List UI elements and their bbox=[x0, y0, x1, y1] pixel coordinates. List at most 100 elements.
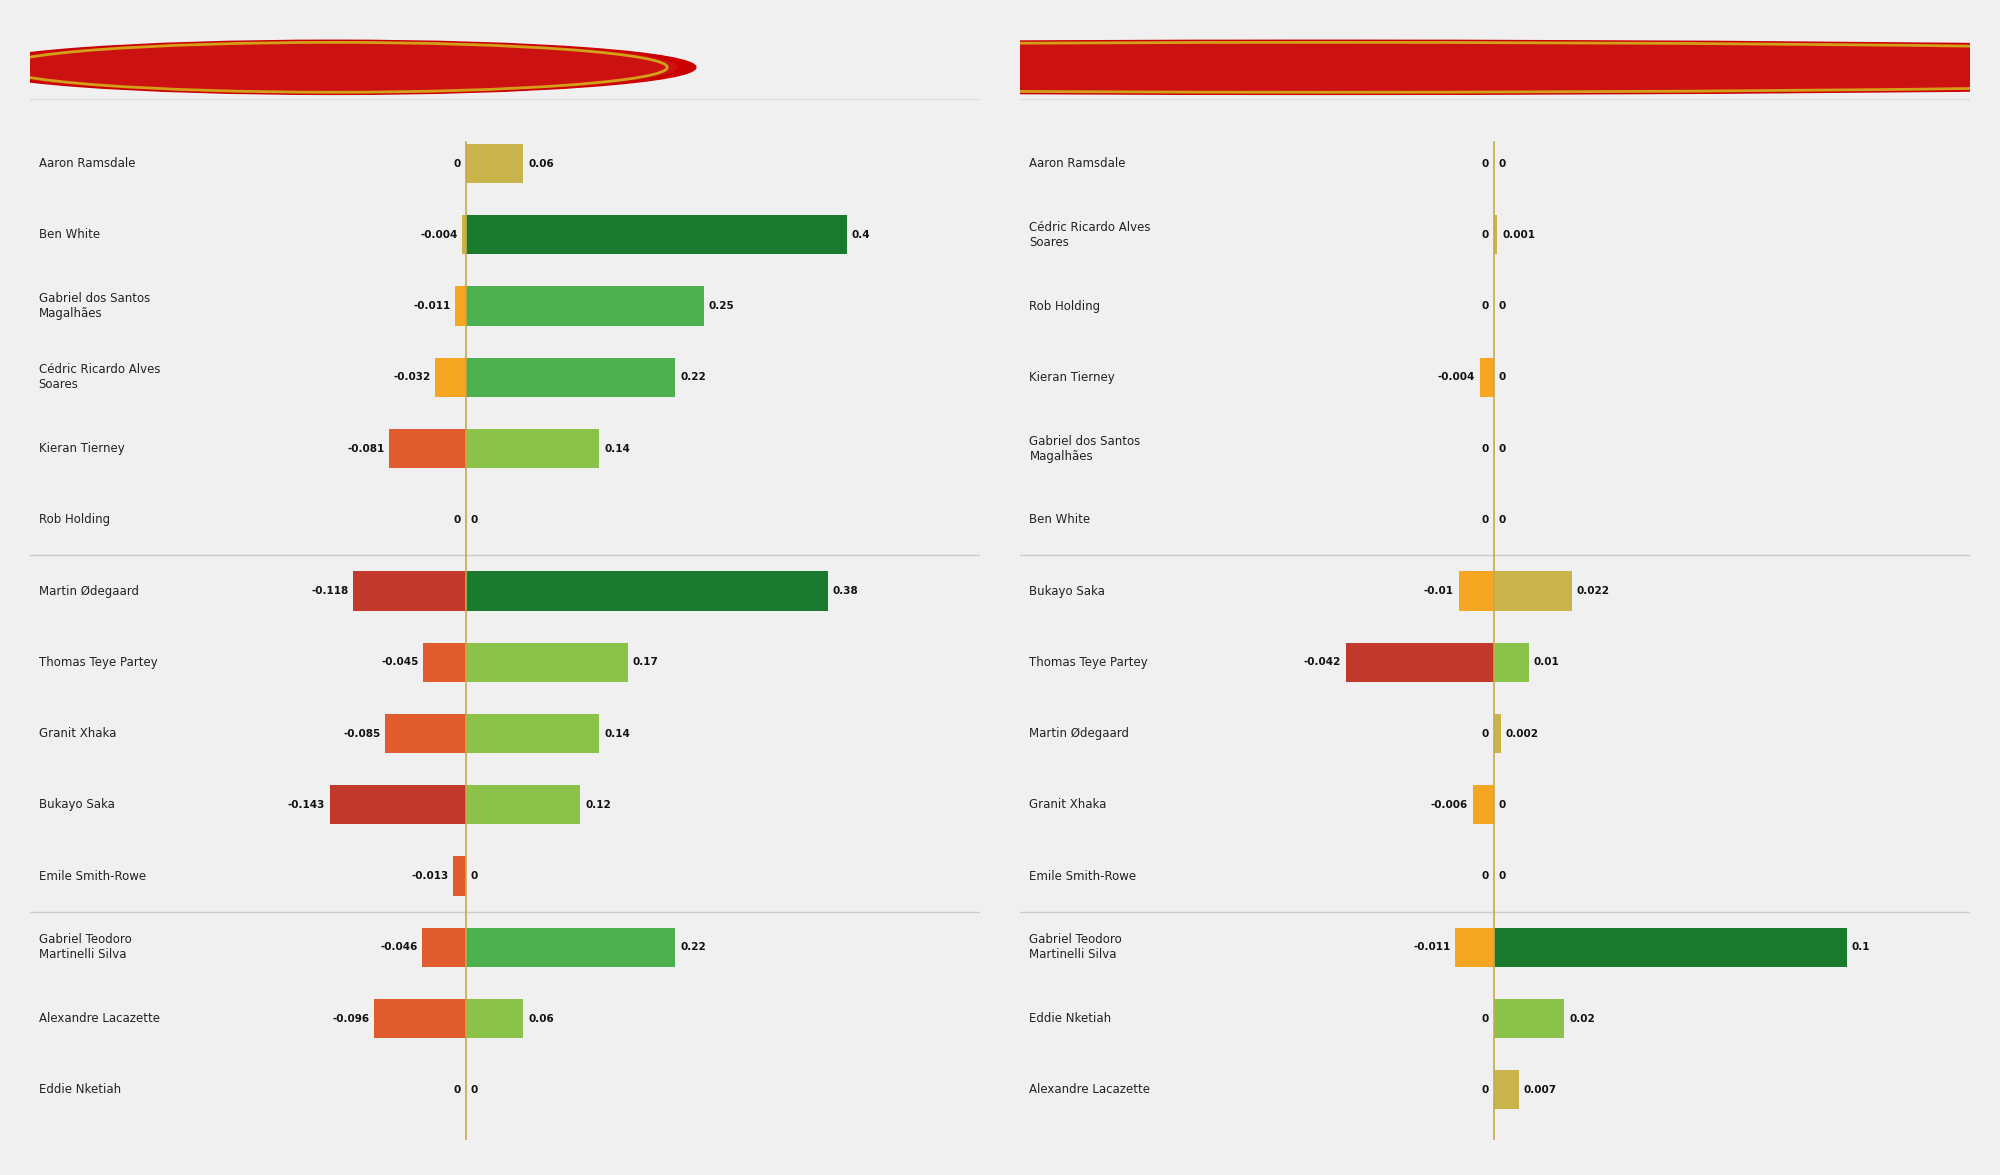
Bar bbox=[454, 857, 466, 895]
Text: 0: 0 bbox=[1482, 443, 1490, 454]
Text: 0.1: 0.1 bbox=[1852, 942, 1870, 953]
Text: 0.001: 0.001 bbox=[1502, 230, 1536, 240]
Text: 0: 0 bbox=[1498, 800, 1506, 810]
Bar bbox=[1494, 571, 1572, 611]
Text: -0.046: -0.046 bbox=[380, 942, 418, 953]
Text: 0: 0 bbox=[1498, 443, 1506, 454]
Text: 0: 0 bbox=[1498, 301, 1506, 311]
Bar bbox=[466, 999, 522, 1039]
Text: 0.06: 0.06 bbox=[528, 1014, 554, 1023]
Text: Martin Ødegaard: Martin Ødegaard bbox=[38, 585, 138, 598]
Text: 0: 0 bbox=[1482, 871, 1490, 881]
Text: -0.085: -0.085 bbox=[344, 728, 380, 739]
Bar bbox=[436, 357, 466, 397]
Text: 0.22: 0.22 bbox=[680, 372, 706, 382]
Text: Alexandre Lacazette: Alexandre Lacazette bbox=[1030, 1083, 1150, 1096]
Circle shape bbox=[54, 41, 2000, 93]
Bar bbox=[1480, 357, 1494, 397]
Text: 0.002: 0.002 bbox=[1506, 728, 1538, 739]
Bar bbox=[466, 215, 846, 254]
Text: 0.12: 0.12 bbox=[586, 800, 610, 810]
Bar bbox=[466, 785, 580, 825]
Text: xT from Passes: xT from Passes bbox=[38, 58, 228, 78]
Bar bbox=[1494, 215, 1498, 254]
Bar bbox=[466, 928, 676, 967]
Text: 0: 0 bbox=[1482, 301, 1490, 311]
Text: Eddie Nketiah: Eddie Nketiah bbox=[38, 1083, 120, 1096]
Text: 0.38: 0.38 bbox=[832, 586, 858, 596]
Text: -0.143: -0.143 bbox=[288, 800, 326, 810]
Text: 0.01: 0.01 bbox=[1534, 657, 1560, 667]
Text: Kieran Tierney: Kieran Tierney bbox=[38, 442, 124, 455]
Text: 0: 0 bbox=[454, 159, 460, 168]
Bar bbox=[422, 643, 466, 681]
Text: Cédric Ricardo Alves
Soares: Cédric Ricardo Alves Soares bbox=[1030, 221, 1150, 249]
Text: Eddie Nketiah: Eddie Nketiah bbox=[1030, 1012, 1112, 1025]
Text: 0: 0 bbox=[1482, 1014, 1490, 1023]
Text: -0.032: -0.032 bbox=[394, 372, 430, 382]
Bar bbox=[466, 429, 600, 468]
Text: -0.004: -0.004 bbox=[1438, 372, 1476, 382]
Text: Rob Holding: Rob Holding bbox=[1030, 300, 1100, 313]
Text: 0.02: 0.02 bbox=[1570, 1014, 1594, 1023]
Text: Thomas Teye Partey: Thomas Teye Partey bbox=[38, 656, 158, 669]
Text: 0.22: 0.22 bbox=[680, 942, 706, 953]
Text: -0.096: -0.096 bbox=[332, 1014, 370, 1023]
Bar bbox=[388, 429, 466, 468]
Text: -0.006: -0.006 bbox=[1430, 800, 1468, 810]
Bar bbox=[466, 571, 828, 611]
Text: 0: 0 bbox=[1482, 230, 1490, 240]
Text: xT from Dribbles: xT from Dribbles bbox=[1030, 58, 1238, 78]
Bar bbox=[1456, 928, 1494, 967]
Text: 0: 0 bbox=[454, 1085, 460, 1095]
Text: -0.011: -0.011 bbox=[1414, 942, 1450, 953]
Text: 0.022: 0.022 bbox=[1576, 586, 1610, 596]
Text: 0.007: 0.007 bbox=[1524, 1085, 1556, 1095]
Bar bbox=[1494, 643, 1530, 681]
Text: -0.013: -0.013 bbox=[412, 871, 450, 881]
Text: Aaron Ramsdale: Aaron Ramsdale bbox=[1030, 157, 1126, 170]
Circle shape bbox=[0, 40, 2000, 94]
Text: Alexandre Lacazette: Alexandre Lacazette bbox=[38, 1012, 160, 1025]
Bar bbox=[1458, 571, 1494, 611]
Bar bbox=[462, 215, 466, 254]
Bar bbox=[354, 571, 466, 611]
Text: 0: 0 bbox=[1498, 159, 1506, 168]
Text: 0: 0 bbox=[1482, 728, 1490, 739]
Text: Cédric Ricardo Alves
Soares: Cédric Ricardo Alves Soares bbox=[38, 363, 160, 391]
Text: Rob Holding: Rob Holding bbox=[38, 513, 110, 526]
Text: Gabriel dos Santos
Magalhães: Gabriel dos Santos Magalhães bbox=[38, 293, 150, 320]
Text: 0: 0 bbox=[1498, 515, 1506, 525]
Text: 0: 0 bbox=[454, 515, 460, 525]
Bar bbox=[422, 928, 466, 967]
Bar bbox=[1494, 714, 1500, 753]
Bar bbox=[374, 999, 466, 1039]
Text: 0: 0 bbox=[1498, 372, 1506, 382]
Text: 0: 0 bbox=[470, 1085, 478, 1095]
Text: Emile Smith-Rowe: Emile Smith-Rowe bbox=[38, 870, 146, 882]
Bar bbox=[456, 287, 466, 325]
Bar bbox=[384, 714, 466, 753]
Text: -0.042: -0.042 bbox=[1304, 657, 1342, 667]
Text: Kieran Tierney: Kieran Tierney bbox=[1030, 371, 1116, 384]
Text: Ben White: Ben White bbox=[38, 228, 100, 241]
Text: Thomas Teye Partey: Thomas Teye Partey bbox=[1030, 656, 1148, 669]
Bar bbox=[466, 714, 600, 753]
Text: -0.045: -0.045 bbox=[382, 657, 418, 667]
Text: Gabriel dos Santos
Magalhães: Gabriel dos Santos Magalhães bbox=[1030, 435, 1140, 463]
Text: Gabriel Teodoro
Martinelli Silva: Gabriel Teodoro Martinelli Silva bbox=[38, 933, 132, 961]
Bar bbox=[1472, 785, 1494, 825]
Text: 0.14: 0.14 bbox=[604, 728, 630, 739]
Text: Gabriel Teodoro
Martinelli Silva: Gabriel Teodoro Martinelli Silva bbox=[1030, 933, 1122, 961]
Bar bbox=[466, 643, 628, 681]
Text: 0.4: 0.4 bbox=[852, 230, 870, 240]
Text: 0: 0 bbox=[470, 515, 478, 525]
Text: -0.118: -0.118 bbox=[312, 586, 350, 596]
Bar bbox=[1494, 1070, 1518, 1109]
Bar bbox=[466, 143, 522, 183]
Text: 0: 0 bbox=[1482, 159, 1490, 168]
Bar bbox=[330, 785, 466, 825]
Bar bbox=[1494, 999, 1564, 1039]
Text: 0: 0 bbox=[1482, 515, 1490, 525]
Text: Ben White: Ben White bbox=[1030, 513, 1090, 526]
